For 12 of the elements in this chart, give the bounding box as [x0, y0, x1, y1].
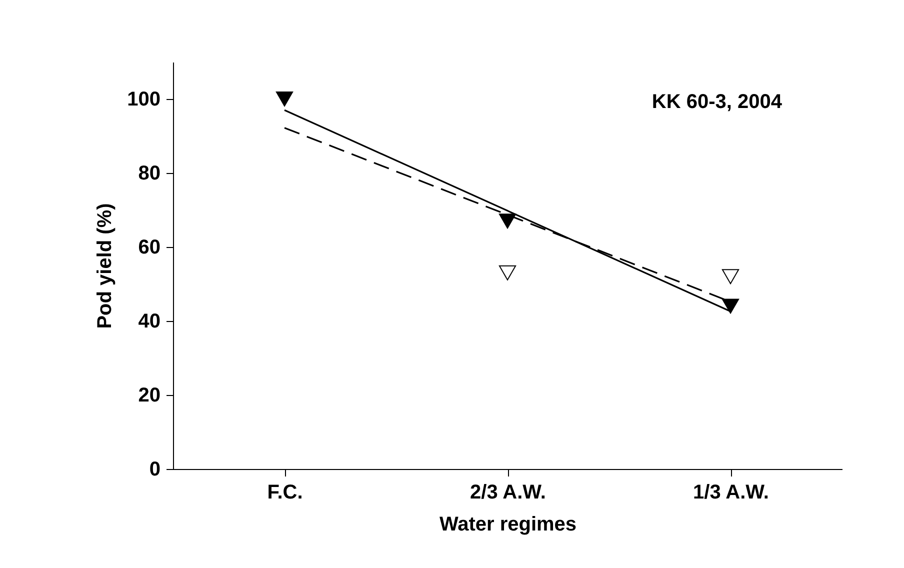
y-tick-label: 20 — [138, 384, 160, 406]
y-tick-label: 40 — [138, 310, 160, 332]
annotation: KK 60-3, 2004 — [652, 91, 783, 113]
y-tick-label: 60 — [138, 236, 160, 258]
y-tick-label: 80 — [138, 162, 160, 184]
y-tick-label: 0 — [149, 458, 160, 480]
x-tick-label: 1/3 A.W. — [693, 482, 769, 504]
y-tick-label: 100 — [127, 88, 160, 110]
x-axis-title: Water regimes — [439, 514, 577, 536]
y-axis-title: Pod yield (%) — [94, 203, 116, 329]
x-tick-label: F.C. — [267, 482, 303, 504]
x-tick-label: 2/3 A.W. — [470, 482, 546, 504]
